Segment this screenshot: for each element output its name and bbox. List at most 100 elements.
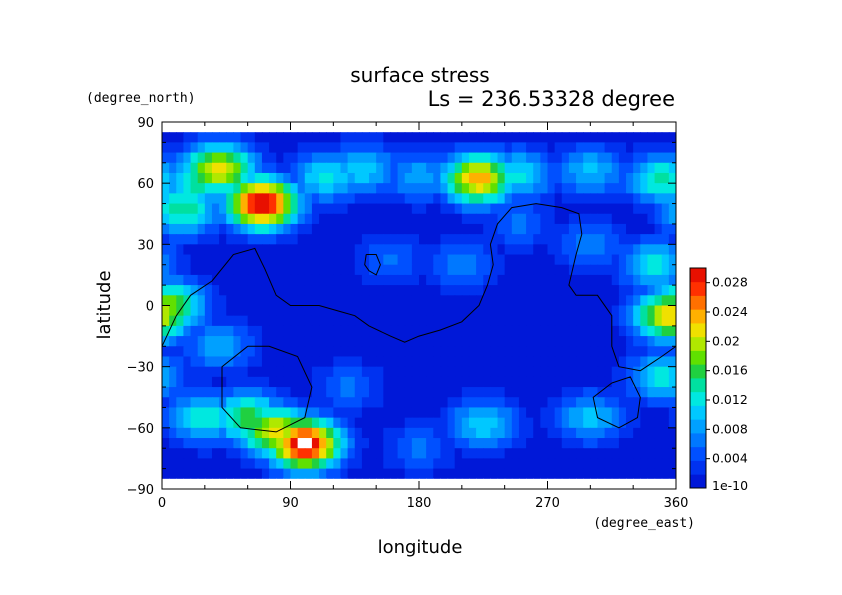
- heatmap-cell: [340, 325, 349, 337]
- heatmap-cell: [319, 468, 327, 480]
- heatmap-cell: [397, 234, 406, 245]
- heatmap-cell: [590, 356, 599, 368]
- heatmap-cell: [354, 336, 363, 347]
- heatmap-cell: [647, 478, 656, 489]
- heatmap-cell: [190, 336, 199, 347]
- heatmap-cell: [554, 448, 563, 460]
- heatmap-cell: [411, 162, 420, 174]
- heatmap-cell: [618, 132, 627, 143]
- heatmap-cell: [497, 376, 506, 388]
- heatmap-cell: [211, 468, 220, 480]
- heatmap-cell: [540, 336, 549, 347]
- heatmap-cell: [169, 305, 177, 317]
- heatmap-cell: [183, 468, 192, 480]
- heatmap-cell: [290, 356, 299, 368]
- heatmap-cell: [211, 264, 220, 276]
- heatmap-cell: [640, 458, 649, 470]
- heatmap-cell: [454, 274, 463, 286]
- heatmap-cell: [576, 478, 584, 489]
- heatmap-cell: [583, 366, 591, 378]
- heatmap-cell: [561, 427, 570, 439]
- heatmap-cell: [369, 234, 377, 245]
- heatmap-cell: [590, 407, 599, 419]
- heatmap-cell: [447, 162, 456, 174]
- heatmap-cell: [454, 244, 463, 256]
- heatmap-cell: [568, 295, 577, 307]
- heatmap-cell: [383, 152, 392, 164]
- heatmap-cell: [454, 387, 463, 398]
- heatmap-cell: [590, 448, 599, 460]
- heatmap-cell: [419, 397, 427, 409]
- heatmap-cell: [226, 142, 234, 154]
- heatmap-cell: [597, 223, 606, 235]
- heatmap-cell: [654, 387, 663, 398]
- heatmap-cell: [333, 254, 342, 266]
- heatmap-cell: [283, 234, 292, 245]
- heatmap-cell: [411, 387, 420, 398]
- heatmap-cell: [518, 336, 527, 347]
- heatmap-cell: [647, 122, 656, 133]
- heatmap-cell: [354, 285, 363, 296]
- heatmap-cell: [240, 213, 249, 225]
- heatmap-cell: [547, 122, 556, 133]
- heatmap-cell: [397, 285, 406, 296]
- heatmap-cell: [497, 468, 506, 480]
- heatmap-cell: [219, 122, 227, 133]
- heatmap-cell: [668, 438, 676, 449]
- heatmap-cell: [326, 438, 334, 449]
- heatmap-cell: [633, 132, 641, 143]
- heatmap-cell: [511, 183, 520, 194]
- heatmap-cell: [397, 438, 406, 449]
- heatmap-cell: [661, 366, 670, 378]
- heatmap-cell: [276, 438, 284, 449]
- heatmap-cell: [618, 458, 627, 470]
- heatmap-cell: [219, 305, 227, 317]
- heatmap-cell: [440, 346, 449, 358]
- heatmap-cell: [233, 162, 242, 174]
- heatmap-cell: [468, 152, 477, 164]
- heatmap-cell: [483, 478, 491, 489]
- heatmap-cell: [297, 274, 306, 286]
- heatmap-cell: [261, 234, 270, 245]
- heatmap-cell: [183, 152, 192, 164]
- heatmap-cell: [390, 142, 399, 154]
- heatmap-cell: [304, 162, 313, 174]
- heatmap-cell: [269, 397, 277, 409]
- heatmap-cell: [668, 132, 676, 143]
- heatmap-cell: [526, 172, 534, 184]
- heatmap-cell: [568, 132, 577, 143]
- heatmap-cell: [604, 142, 613, 154]
- heatmap-cell: [590, 223, 599, 235]
- heatmap-cell: [304, 295, 313, 307]
- heatmap-cell: [447, 254, 456, 266]
- heatmap-cell: [169, 438, 177, 449]
- heatmap-cell: [404, 223, 413, 235]
- heatmap-cell: [219, 458, 227, 470]
- heatmap-cell: [433, 162, 442, 174]
- colorbar-swatch: [690, 405, 706, 420]
- heatmap-cell: [369, 244, 377, 256]
- heatmap-cell: [426, 438, 434, 449]
- heatmap-cell: [583, 162, 591, 174]
- heatmap-cell: [533, 162, 541, 174]
- heatmap-cell: [511, 122, 520, 133]
- heatmap-cell: [197, 285, 206, 296]
- heatmap-cell: [576, 244, 584, 256]
- heatmap-cell: [490, 274, 499, 286]
- heatmap-cell: [340, 397, 349, 409]
- heatmap-cell: [290, 244, 299, 256]
- heatmap-cell: [468, 234, 477, 245]
- heatmap-cell: [333, 387, 342, 398]
- heatmap-cell: [611, 264, 620, 276]
- heatmap-cell: [647, 458, 656, 470]
- heatmap-cell: [411, 397, 420, 409]
- heatmap-cell: [290, 162, 299, 174]
- heatmap-cell: [397, 132, 406, 143]
- heatmap-cell: [276, 397, 284, 409]
- heatmap-cell: [547, 376, 556, 388]
- heatmap-cell: [618, 346, 627, 358]
- heatmap-cell: [497, 183, 506, 194]
- heatmap-cell: [369, 223, 377, 235]
- heatmap-cell: [426, 223, 434, 235]
- heatmap-cell: [290, 478, 299, 489]
